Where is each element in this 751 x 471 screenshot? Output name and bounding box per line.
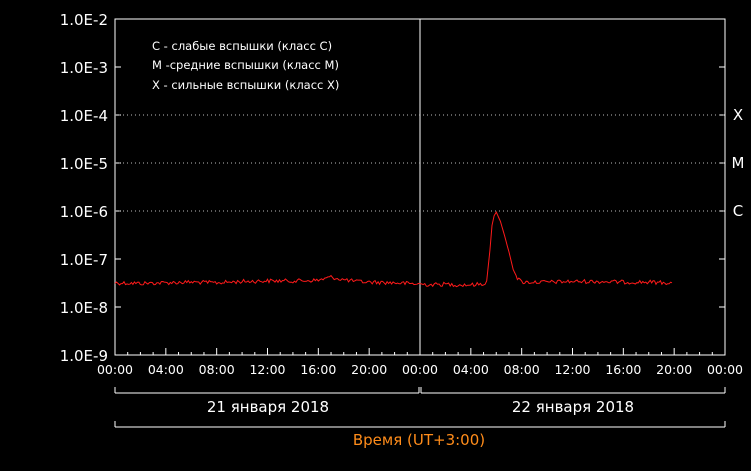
axes: 1.0E-9 1.0E-8 1.0E-7 1.0E-6 1.0E-5 1.0E-4 1.0E… <box>60 11 743 428</box>
y-tick-label: 1.0E-7 <box>60 251 108 269</box>
class-label-x: X <box>733 106 743 124</box>
x-tick-label: 16:00 <box>605 362 641 377</box>
legend: C - слабые вспышки (класс C) M -средние … <box>152 39 339 92</box>
x-tick-label: 12:00 <box>249 362 285 377</box>
x-tick-label: 20:00 <box>656 362 692 377</box>
x-tick-label: 20:00 <box>351 362 387 377</box>
class-label-c: C <box>733 202 743 220</box>
y-tick-label: 1.0E-8 <box>60 299 108 317</box>
class-threshold-lines: C M X <box>115 106 744 220</box>
date-labels: 21 января 2018 22 января 2018 Время (UT+… <box>207 398 634 449</box>
series-layer <box>114 211 673 288</box>
date-label-day1: 21 января 2018 <box>207 398 329 416</box>
y-tick-label: 1.0E-9 <box>60 347 108 365</box>
x-axis-label: Время (UT+3:00) <box>353 431 485 449</box>
legend-entry-x: X - сильные вспышки (класс X) <box>152 78 339 92</box>
y-tick-label: 1.0E-5 <box>60 155 108 173</box>
x-tick-label: 00:00 <box>402 362 438 377</box>
y-tick-label: 1.0E-6 <box>60 203 108 221</box>
y-tick-label: 1.0E-3 <box>60 59 108 77</box>
legend-entry-m: M -средние вспышки (класс M) <box>152 58 339 72</box>
x-tick-label: 04:00 <box>148 362 184 377</box>
x-tick-label: 00:00 <box>97 362 133 377</box>
class-label-m: M <box>732 154 745 172</box>
x-tick-label: 04:00 <box>453 362 489 377</box>
y-tick-label: 1.0E-2 <box>60 11 108 29</box>
date-label-day2: 22 января 2018 <box>512 398 634 416</box>
x-tick-label: 08:00 <box>504 362 540 377</box>
date-brackets <box>114 387 726 428</box>
series-line-0 <box>114 211 673 288</box>
y-tick-label: 1.0E-4 <box>60 107 108 125</box>
legend-entry-c: C - слабые вспышки (класс C) <box>152 39 332 53</box>
x-tick-label: 08:00 <box>199 362 235 377</box>
x-tick-label: 12:00 <box>554 362 590 377</box>
x-tick-label: 16:00 <box>300 362 336 377</box>
x-tick-label: 00:00 <box>707 362 743 377</box>
